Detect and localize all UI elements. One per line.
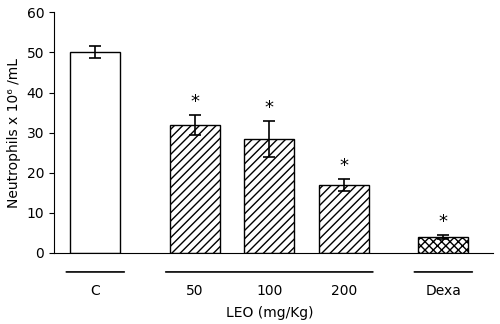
Text: 50: 50 <box>186 284 204 298</box>
Text: Dexa: Dexa <box>426 284 462 298</box>
Bar <box>244 139 294 253</box>
Text: *: * <box>340 156 348 175</box>
Text: LEO (mg/Kg): LEO (mg/Kg) <box>226 306 313 319</box>
Bar <box>170 124 220 253</box>
Text: C: C <box>90 284 100 298</box>
Text: *: * <box>265 98 274 117</box>
Bar <box>418 237 468 253</box>
Bar <box>319 185 369 253</box>
Text: *: * <box>190 93 199 110</box>
Bar <box>70 52 120 253</box>
Text: *: * <box>439 213 448 231</box>
Y-axis label: Neutrophils x 10⁶ /mL: Neutrophils x 10⁶ /mL <box>7 58 21 208</box>
Text: 100: 100 <box>256 284 282 298</box>
Text: 200: 200 <box>331 284 357 298</box>
